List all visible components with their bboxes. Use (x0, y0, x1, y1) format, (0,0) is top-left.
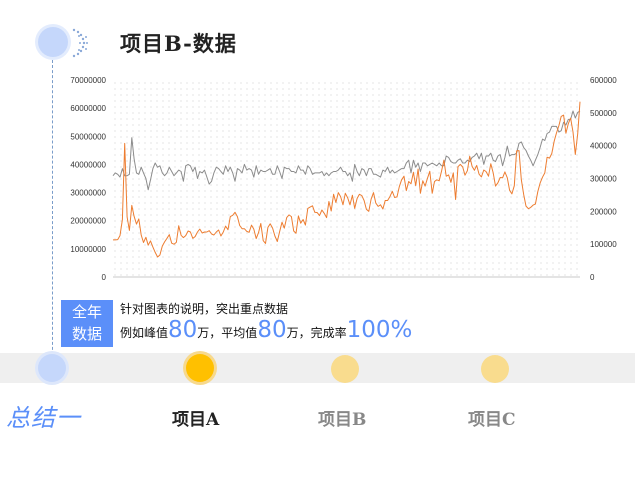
right-tick-label: 300000 (590, 175, 617, 184)
timeline-node-project-b[interactable] (331, 355, 359, 383)
chart-note: 针对图表的说明，突出重点数据 (120, 302, 289, 316)
timeline-label-project-a[interactable]: 项目A (172, 410, 220, 430)
left-tick-label: 0 (102, 273, 107, 282)
left-tick-label: 10000000 (70, 245, 106, 254)
left-tick-label: 50000000 (70, 132, 106, 141)
left-axis: 0 10000000 20000000 30000000 40000000 5000000… (70, 76, 106, 282)
timeline-label-project-c[interactable]: 项目C (468, 410, 516, 430)
series-group (112, 101, 581, 258)
timeline-connector (52, 60, 53, 360)
timeline-label-summary[interactable]: 总结一 (6, 404, 81, 432)
stats-prefix: 例如峰值 (120, 326, 169, 340)
right-axis: 0 100000 200000 300000 400000 500000 600000 (590, 76, 617, 282)
left-tick-label: 60000000 (70, 104, 106, 113)
chart-stats: 例如峰值80万，平均值80万，完成率100% (120, 317, 412, 343)
right-tick-label: 400000 (590, 142, 617, 151)
left-tick-label: 20000000 (70, 217, 106, 226)
plot-area-grid (113, 80, 580, 277)
timeline-node-project-c[interactable] (481, 355, 509, 383)
right-tick-label: 100000 (590, 240, 617, 249)
timeline-node-summary[interactable] (38, 354, 66, 382)
left-tick-label: 30000000 (70, 189, 106, 198)
right-tick-label: 0 (590, 273, 595, 282)
annual-data-label-2: 数据 (71, 325, 102, 343)
peak-unit: 万，平均值 (197, 326, 258, 340)
peak-value: 80 (168, 317, 198, 343)
dual-axis-line-chart: 0100000002000000030000000400000005000000… (70, 76, 617, 282)
right-tick-label: 200000 (590, 207, 617, 216)
annual-data-box: 全年 数据 (61, 300, 113, 347)
right-tick-label: 600000 (590, 76, 617, 85)
timeline-label-project-b[interactable]: 项目B (318, 410, 367, 430)
dotted-arc-decoration (72, 28, 88, 58)
series-line-gray (112, 110, 581, 191)
page-title: 项目B-数据 (120, 31, 237, 56)
right-tick-label: 500000 (590, 109, 617, 118)
completion-rate-value: 100% (346, 317, 413, 343)
left-tick-label: 70000000 (70, 76, 106, 85)
average-value: 80 (257, 317, 287, 343)
series-line-orange (113, 101, 581, 258)
title-bullet-circle (38, 27, 68, 57)
annual-data-label-1: 全年 (71, 303, 102, 321)
timeline-band (0, 353, 635, 383)
average-unit: 万，完成率 (286, 326, 347, 340)
timeline-node-project-a[interactable] (186, 354, 214, 382)
left-tick-label: 40000000 (70, 160, 106, 169)
